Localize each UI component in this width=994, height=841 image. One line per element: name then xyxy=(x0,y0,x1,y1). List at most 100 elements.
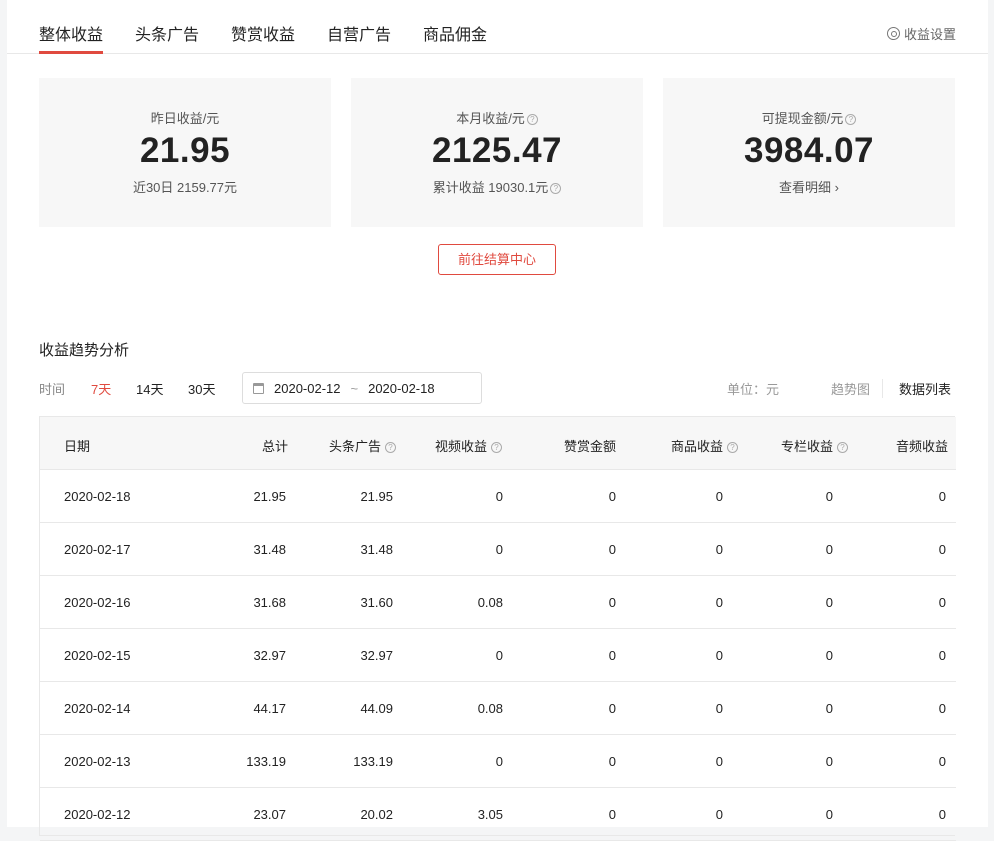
table-row: 2020-02-18 21.95 21.95 0 0 0 0 0 xyxy=(40,470,956,523)
cell-value: 0 xyxy=(938,701,946,716)
cell-value: 20.02 xyxy=(360,807,393,822)
data-list-toggle[interactable]: 数据列表 xyxy=(899,382,952,397)
cell-value: 0 xyxy=(938,807,946,822)
cell-value: 0 xyxy=(495,754,503,769)
cell-value: 32.97 xyxy=(360,648,393,663)
table-row: 2020-02-15 32.97 32.97 0 0 0 0 0 xyxy=(40,629,956,682)
cell-date: 2020-02-16 xyxy=(64,595,131,610)
range-30d[interactable]: 30天 xyxy=(188,382,216,397)
cell-value: 0 xyxy=(495,648,503,663)
cell-value: 0 xyxy=(938,595,946,610)
cell-value: 0 xyxy=(825,595,833,610)
cell-value: 31.68 xyxy=(253,595,286,610)
cell-date: 2020-02-12 xyxy=(64,807,131,822)
trend-chart-toggle[interactable]: 趋势图 xyxy=(831,379,884,398)
end-date: 2020-02-18 xyxy=(368,380,435,396)
gear-icon xyxy=(886,27,900,40)
tab-overall[interactable]: 整体收益 xyxy=(39,21,104,54)
help-icon[interactable]: ? xyxy=(845,114,857,125)
card-label: 可提现金额/元 xyxy=(761,111,844,126)
cell-value: 0 xyxy=(715,807,723,822)
cell-value: 0 xyxy=(608,542,616,557)
cell-value: 0.08 xyxy=(477,701,503,716)
help-icon[interactable]: ? xyxy=(385,442,396,453)
table-row: 2020-02-17 31.48 31.48 0 0 0 0 0 xyxy=(40,523,956,576)
column-header: 专栏收益? xyxy=(781,436,848,455)
cell-value: 0 xyxy=(715,489,723,504)
cell-value: 44.17 xyxy=(253,701,286,716)
page: 整体收益 头条广告 赞赏收益 自营广告 商品佣金 收益设置 昨日收益/元 21.… xyxy=(7,0,988,841)
help-icon[interactable]: ? xyxy=(727,442,738,453)
help-icon[interactable]: ? xyxy=(526,114,538,125)
cell-value: 0 xyxy=(715,701,723,716)
tab-bar: 整体收益 头条广告 赞赏收益 自营广告 商品佣金 收益设置 xyxy=(7,0,988,54)
cell-value: 0 xyxy=(495,542,503,557)
cell-value: 21.95 xyxy=(360,489,393,504)
cell-value: 0 xyxy=(938,754,946,769)
column-header: 视频收益? xyxy=(435,436,502,455)
cell-value: 31.48 xyxy=(360,542,393,557)
table-row: 2020-02-14 44.17 44.09 0.08 0 0 0 0 xyxy=(40,682,956,735)
column-header: 赞赏金额 xyxy=(563,439,616,454)
cell-value: 0 xyxy=(938,489,946,504)
start-date: 2020-02-12 xyxy=(274,380,341,396)
column-header: 音频收益 xyxy=(895,439,948,454)
card-sub[interactable]: 查看明细 › xyxy=(779,180,839,195)
cell-value: 0 xyxy=(715,595,723,610)
settings-label: 收益设置 xyxy=(903,27,956,42)
cell-value: 0 xyxy=(825,807,833,822)
card-sub: 累计收益 19030.1元 xyxy=(432,180,549,195)
settle-center-button[interactable]: 前往结算中心 xyxy=(438,244,556,275)
cell-date: 2020-02-13 xyxy=(64,754,131,769)
cell-value: 21.95 xyxy=(253,489,286,504)
cell-value: 0 xyxy=(608,489,616,504)
tab-toutiao-ads[interactable]: 头条广告 xyxy=(135,27,200,44)
cell-value: 0 xyxy=(825,701,833,716)
summary-card: 昨日收益/元 21.95 近30日 2159.77元 xyxy=(39,78,331,227)
cell-value: 23.07 xyxy=(253,807,286,822)
summary-card: 可提现金额/元? 3984.07 查看明细 › xyxy=(663,78,955,227)
card-value: 2125.47 xyxy=(431,131,563,170)
summary-card: 本月收益/元? 2125.47 累计收益 19030.1元? xyxy=(351,78,643,227)
cell-value: 44.09 xyxy=(360,701,393,716)
cell-value: 0 xyxy=(715,754,723,769)
column-header: 商品收益? xyxy=(671,436,738,455)
cell-value: 0.08 xyxy=(477,595,503,610)
cell-value: 31.60 xyxy=(360,595,393,610)
section-title: 收益趋势分析 xyxy=(39,342,130,359)
time-label: 时间 xyxy=(39,382,66,397)
table-header: 日期 总计 头条广告? 视频收益? 赞赏金额 商品收益? 专栏收益? 音频收益 xyxy=(40,417,956,470)
cell-value: 0 xyxy=(938,648,946,663)
cell-value: 0 xyxy=(938,542,946,557)
range-7d[interactable]: 7天 xyxy=(91,382,112,397)
cell-value: 0 xyxy=(608,807,616,822)
cell-date: 2020-02-18 xyxy=(64,489,131,504)
cell-date: 2020-02-15 xyxy=(64,648,131,663)
help-icon[interactable]: ? xyxy=(491,442,502,453)
date-range-picker[interactable]: 2020-02-12 ~ 2020-02-18 xyxy=(242,372,482,404)
cell-value: 0 xyxy=(495,489,503,504)
table-row: 2020-02-13 133.19 133.19 0 0 0 0 0 xyxy=(40,735,956,788)
cell-date: 2020-02-14 xyxy=(64,701,131,716)
tab-commission[interactable]: 商品佣金 xyxy=(423,27,488,44)
card-label: 本月收益/元 xyxy=(456,111,525,126)
card-sub: 近30日 2159.77元 xyxy=(132,180,238,195)
cell-date: 2020-02-17 xyxy=(64,542,131,557)
column-header: 头条广告? xyxy=(329,436,396,455)
cell-value: 0 xyxy=(825,489,833,504)
card-label: 昨日收益/元 xyxy=(150,111,220,126)
help-icon[interactable]: ? xyxy=(837,442,848,453)
cell-value: 31.48 xyxy=(253,542,286,557)
cell-value: 0 xyxy=(825,754,833,769)
help-icon[interactable]: ? xyxy=(550,183,562,194)
tab-tips[interactable]: 赞赏收益 xyxy=(231,27,296,44)
earnings-table: 日期 总计 头条广告? 视频收益? 赞赏金额 商品收益? 专栏收益? 音频收益 2020-02-… xyxy=(39,416,956,841)
settings-link[interactable]: 收益设置 xyxy=(886,24,956,43)
header-date: 日期 xyxy=(64,439,91,454)
calendar-icon xyxy=(253,382,264,394)
cell-value: 32.97 xyxy=(253,648,286,663)
cell-value: 0 xyxy=(608,595,616,610)
cell-value: 0 xyxy=(715,542,723,557)
tab-own-ads[interactable]: 自营广告 xyxy=(327,27,392,44)
range-14d[interactable]: 14天 xyxy=(136,382,164,397)
